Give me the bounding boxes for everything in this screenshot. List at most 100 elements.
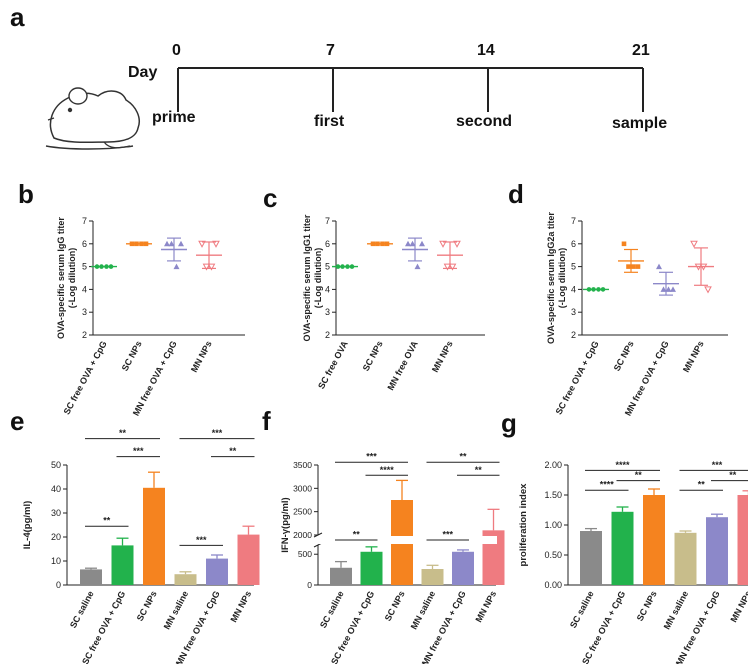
chart-e-bar: [80, 569, 102, 585]
chart-f-ytick-label: 3500: [293, 460, 312, 470]
chart-b-ytick-label: 4: [82, 284, 87, 294]
chart-f-ytick-label: 2500: [293, 507, 312, 517]
chart-d-data-point: [699, 263, 708, 271]
chart-b-data-point: [134, 241, 139, 247]
chart-b-data-point: [212, 240, 220, 248]
mouse-illustration: [45, 87, 140, 150]
chart-g-bar: [611, 511, 634, 585]
chart-c-data-point: [414, 263, 421, 270]
chart-b-data-point: [198, 240, 206, 248]
chart-e-ytick-label: 20: [51, 532, 61, 542]
chart-g-significance-label: ***: [712, 460, 723, 470]
chart-e-bar: [174, 574, 197, 585]
chart-f-significance-label: **: [459, 452, 467, 462]
chart-b-data-point: [108, 264, 114, 269]
chart-b-group: 2 3 4 5 6 7 OVA-specific serum IgG titer(-Log …: [56, 216, 245, 417]
chart-b-data-point: [94, 264, 100, 269]
chart-g-xtick-label: SC saline: [568, 589, 596, 629]
chart-e-ytick-label: 0: [56, 580, 61, 590]
chart-d-data-point: [635, 264, 641, 269]
chart-c-data-point: [349, 264, 355, 269]
chart-f-ytick-label: 3000: [293, 483, 312, 493]
chart-c-data-point: [375, 241, 380, 247]
chart-e-xtick-label: MN saline: [162, 589, 191, 631]
chart-b-data-point: [99, 264, 104, 269]
chart-c-ylabel: OVA-specific serum IgG1 titer(-Log dilut…: [302, 214, 323, 341]
chart-e-significance-label: ***: [212, 428, 223, 438]
chart-c-data-point: [335, 264, 341, 269]
chart-b-data-point: [129, 241, 135, 247]
chart-d-data-point: [591, 287, 596, 292]
chart-c-data-point: [384, 241, 390, 247]
timeline-event-sample: sample: [612, 115, 668, 132]
timeline-day-label: Day: [128, 64, 158, 81]
chart-f-significance-label: ***: [442, 530, 453, 540]
chart-g-bar: [706, 517, 728, 585]
chart-g-bar: [737, 495, 748, 585]
chart-b-ytick-label: 5: [82, 262, 87, 272]
chart-f-significance-label: **: [475, 465, 483, 475]
chart-f-ytick-label: 0: [307, 580, 312, 590]
timeline-event-second: second: [456, 113, 513, 130]
chart-f-bar: [421, 569, 444, 585]
chart-e-bar: [111, 545, 134, 585]
chart-c-data-point: [340, 264, 345, 269]
chart-d-xtick-label: SC free OVA + CpG: [554, 339, 601, 416]
chart-d-data-point: [631, 264, 636, 269]
chart-f-bar: [452, 551, 474, 585]
chart-b-data-point: [168, 240, 175, 247]
chart-e-xtick-label: SC NPs: [135, 589, 159, 622]
chart-f-axis-break-gap: [319, 536, 497, 544]
chart-b-ytick-label: 6: [82, 239, 87, 249]
chart-f-ytick-label: 500: [298, 549, 312, 559]
chart-f-bar: [360, 551, 383, 585]
chart-d-data-point: [704, 286, 712, 294]
chart-b-data-point: [173, 263, 180, 270]
chart-d-data-point: [694, 263, 703, 271]
chart-d-xtick-label: MN NPs: [681, 339, 706, 374]
chart-e-ytick-label: 10: [51, 556, 61, 566]
chart-c-data-point: [345, 264, 350, 269]
chart-g-significance-label: **: [635, 470, 643, 480]
chart-d-data-point: [670, 286, 676, 292]
chart-b-xtick-label: SC free OVA + CpG: [62, 339, 109, 416]
chart-d-ytick-label: 6: [571, 239, 576, 249]
chart-e-ylabel: IL-4(pg/ml): [22, 501, 33, 550]
chart-f-group: 0 500 2000 2500 3000 3500 IFN-γ(pg/ml) SC salin…: [280, 452, 505, 664]
chart-b-xtick-label: MN NPs: [189, 339, 214, 374]
chart-f-bar: [330, 567, 352, 585]
chart-e-bar: [143, 487, 165, 585]
chart-d-data-point: [626, 264, 631, 269]
chart-g-bar: [643, 495, 665, 585]
chart-b-xtick-label: SC NPs: [120, 339, 144, 372]
chart-c-ytick-label: 5: [325, 262, 330, 272]
chart-g-xtick-label: SC NPs: [635, 589, 659, 622]
chart-e-ytick-label: 40: [51, 484, 61, 494]
chart-g-xtick-label: MN NPs: [728, 589, 748, 624]
chart-b-data-point: [104, 264, 109, 269]
chart-d-ylabel: OVA-specific serum IgG2a titer(-Log dilu…: [546, 212, 567, 344]
chart-f-ytick-label: 2000: [293, 530, 312, 540]
chart-d-data-point: [621, 241, 627, 247]
chart-g-bar: [580, 531, 602, 585]
chart-c-xtick-label: SC NPs: [361, 339, 385, 372]
chart-b-ytick-label: 3: [82, 307, 87, 317]
chart-g-ytick-label: 0.00: [544, 580, 562, 590]
chart-g-significance-label: **: [698, 480, 706, 490]
chart-b-ytick-label: 7: [82, 216, 87, 226]
chart-f-significance-label: ****: [380, 465, 395, 475]
chart-c-xtick-label: MN NPs: [430, 339, 455, 374]
chart-g-ylabel: proliferation index: [518, 483, 529, 567]
timeline-event-prime: prime: [152, 109, 196, 126]
chart-c-data-point: [409, 240, 416, 247]
chart-d-data-point: [660, 286, 667, 292]
chart-c-xtick-label: SC free OVA: [316, 339, 350, 391]
timeline-day-14: 14: [477, 42, 495, 59]
chart-f-ylabel: IFN-γ(pg/ml): [280, 497, 291, 552]
panel-label-a: a: [10, 2, 25, 32]
chart-c-xtick-label: MN free OVA: [385, 339, 420, 392]
chart-d-data-point: [665, 286, 672, 292]
chart-c-data-point: [419, 240, 425, 247]
